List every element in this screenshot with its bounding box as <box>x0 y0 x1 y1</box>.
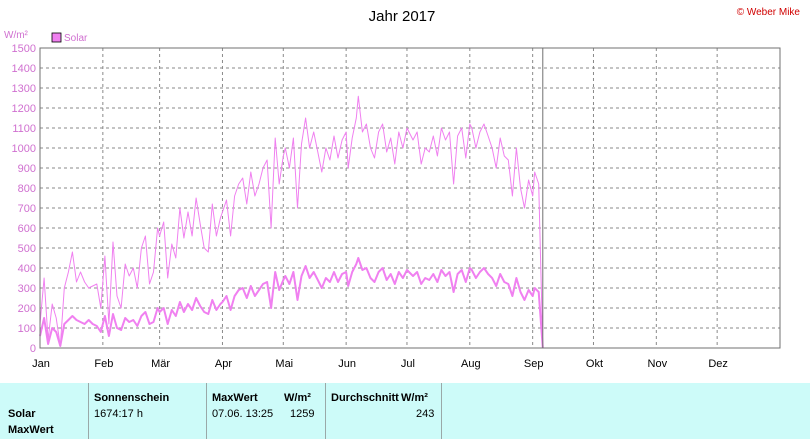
month-tick-label: Jan <box>32 358 50 370</box>
series-line-average <box>39 257 544 349</box>
y-tick-label: 700 <box>18 203 36 215</box>
y-tick-label: 800 <box>18 183 36 195</box>
solar-year-chart: Jahr 2017 © Weber Mike W/m² Solar 0 100 20… <box>4 7 801 370</box>
average-value: 243 <box>416 408 435 420</box>
y-tick-label: 600 <box>18 223 36 235</box>
max-header: MaxWert <box>212 392 258 404</box>
y-tick-label: 1500 <box>12 43 36 55</box>
y-tick-label: 900 <box>18 163 36 175</box>
y-axis-ticks: 0 100 200 300 400 500 600 700 800 900 1000 1100 1200… <box>12 43 36 355</box>
legend-label: Solar <box>64 33 88 44</box>
y-tick-label: 100 <box>18 323 36 335</box>
y-axis-unit-label: W/m² <box>4 30 29 41</box>
y-tick-label: 500 <box>18 243 36 255</box>
y-tick-label: 1000 <box>12 143 36 155</box>
chart-series <box>39 95 544 349</box>
month-tick-label: Jul <box>401 358 415 370</box>
chart-title: Jahr 2017 <box>369 8 436 25</box>
sunshine-value: 1674:17 h <box>94 408 143 420</box>
legend-swatch <box>51 32 62 43</box>
column-divider <box>88 383 89 439</box>
month-tick-label: Nov <box>648 358 668 370</box>
series-line-max <box>39 95 544 349</box>
max-value: 1259 <box>290 408 315 420</box>
y-tick-label: 300 <box>18 283 36 295</box>
month-tick-label: Dez <box>708 358 728 370</box>
y-tick-label: 400 <box>18 263 36 275</box>
y-tick-label: 1100 <box>12 123 36 135</box>
y-tick-label: 1300 <box>12 83 36 95</box>
copyright-label: © Weber Mike <box>737 7 801 18</box>
average-header: Durchschnitt <box>331 392 399 404</box>
row-label-maxwert: MaxWert <box>8 424 54 436</box>
month-tick-label: Aug <box>461 358 481 370</box>
month-tick-label: Jun <box>338 358 356 370</box>
column-divider <box>441 383 442 439</box>
month-tick-label: Mär <box>151 358 170 370</box>
month-tick-label: Mai <box>275 358 293 370</box>
month-tick-label: Apr <box>215 358 232 370</box>
row-label-solar: Solar <box>8 408 36 420</box>
max-datetime: 07.06. 13:25 <box>212 408 274 420</box>
summary-panel: Solar MaxWert Sonnenschein 1674:17 h Max… <box>0 383 810 439</box>
month-tick-label: Sep <box>524 358 544 370</box>
x-axis-month-labels: Jan Feb Mär Apr Mai Jun Jul Aug Sep Okt Nov Dez <box>32 358 728 370</box>
max-unit: W/m² <box>284 392 311 404</box>
y-tick-label: 1400 <box>12 63 36 75</box>
plot-frame <box>39 47 781 349</box>
column-divider <box>325 383 326 439</box>
y-tick-label: 0 <box>30 343 36 355</box>
y-tick-label: 200 <box>18 303 36 315</box>
average-unit: W/m² <box>401 392 428 404</box>
y-tick-label: 1200 <box>12 103 36 115</box>
chart-grid <box>39 47 780 349</box>
month-tick-label: Okt <box>586 358 603 370</box>
sunshine-header: Sonnenschein <box>94 392 170 404</box>
column-divider <box>206 383 207 439</box>
month-tick-label: Feb <box>94 358 113 370</box>
